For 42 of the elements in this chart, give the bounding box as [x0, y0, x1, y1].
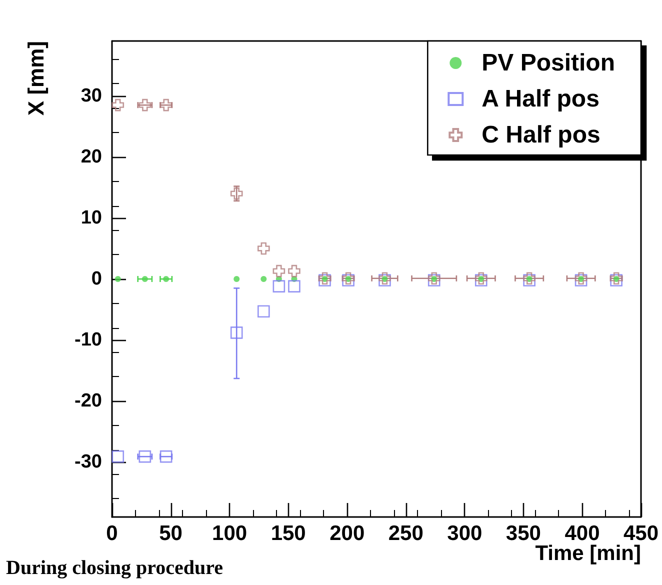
point: [272, 264, 286, 278]
point: [234, 276, 240, 282]
point: [230, 326, 243, 339]
x-tick-label: 300: [447, 522, 482, 545]
x-tick-label: 350: [506, 522, 541, 545]
point: [257, 305, 270, 318]
point: [288, 280, 300, 292]
y-tick-label: -30: [74, 452, 102, 473]
point: [230, 187, 243, 200]
x-tick-label: 250: [388, 522, 424, 545]
x-tick-label: 400: [564, 522, 600, 545]
y-tick-label: -10: [74, 330, 102, 351]
point: [163, 276, 170, 282]
point: [260, 276, 267, 282]
point: [114, 276, 121, 282]
x-tick-label: 200: [330, 522, 365, 545]
point: [142, 276, 148, 282]
x-tick-label: 100: [212, 522, 248, 545]
legend-label: C Half pos: [482, 122, 600, 148]
point: [272, 280, 286, 292]
point: [138, 98, 152, 112]
y-axis-title: X [mm]: [24, 41, 48, 116]
point: [160, 450, 172, 463]
x-tick-label: 50: [159, 522, 182, 545]
legend-label: A Half pos: [482, 86, 600, 112]
text: During closing procedure: [6, 557, 224, 579]
x-tick-label: 450: [623, 522, 659, 545]
point: [112, 450, 124, 463]
y-tick-label: 20: [80, 146, 102, 168]
y-tick-label: 10: [80, 207, 102, 228]
point: [257, 242, 270, 255]
point: [288, 264, 300, 278]
x-tick-label: 0: [106, 522, 118, 545]
y-tick-label: -20: [74, 390, 102, 412]
x-axis-title: Time [min]: [535, 542, 642, 565]
point: [160, 98, 172, 112]
point: [138, 450, 152, 463]
point: [112, 98, 124, 112]
y-tick-label: 0: [91, 268, 102, 290]
y-tick-label: 30: [80, 85, 102, 106]
legend-label: PV Position: [482, 50, 616, 76]
x-tick-label: 150: [270, 522, 306, 545]
